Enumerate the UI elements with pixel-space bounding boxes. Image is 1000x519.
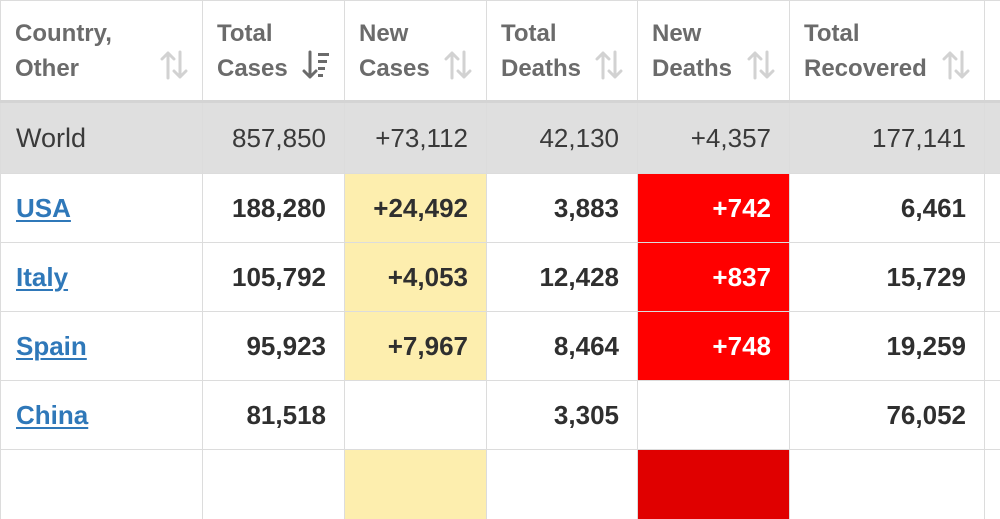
- total-cases-cell: 188,280: [203, 174, 345, 243]
- country-link-italy[interactable]: Italy: [16, 262, 68, 292]
- header-total-recovered-line1: Total: [804, 20, 860, 47]
- world-overflow-cell: [985, 102, 1000, 174]
- partial-cell: [487, 450, 638, 519]
- header-row: Country, Other Total Cases: [1, 1, 1000, 102]
- header-total-deaths[interactable]: Total Deaths: [487, 1, 638, 102]
- world-total-cases: 857,850: [203, 102, 345, 174]
- header-total-cases[interactable]: Total Cases: [203, 1, 345, 102]
- total-deaths-cell: 3,305: [487, 381, 638, 450]
- new-cases-cell: +24,492: [345, 174, 487, 243]
- sort-arrows-icon[interactable]: [595, 50, 623, 80]
- total-cases-cell: 81,518: [203, 381, 345, 450]
- header-country[interactable]: Country, Other: [1, 1, 203, 102]
- sort-arrows-icon[interactable]: [444, 50, 472, 80]
- country-cell: China: [1, 381, 203, 450]
- overflow-cell: [985, 243, 1000, 312]
- total-cases-cell: 105,792: [203, 243, 345, 312]
- partial-cell: [985, 450, 1000, 519]
- total-recovered-cell: 76,052: [790, 381, 985, 450]
- partial-cell: [790, 450, 985, 519]
- total-recovered-cell: 15,729: [790, 243, 985, 312]
- overflow-cell: [985, 312, 1000, 381]
- country-cell: Spain: [1, 312, 203, 381]
- table-row-partial: [1, 450, 1000, 519]
- table-row: Italy 105,792 +4,053 12,428 +837 15,729: [1, 243, 1000, 312]
- header-country-line1: Country,: [15, 20, 112, 47]
- header-total-recovered[interactable]: Total Recovered: [790, 1, 985, 102]
- new-cases-cell: +4,053: [345, 243, 487, 312]
- country-link-spain[interactable]: Spain: [16, 331, 87, 361]
- header-new-deaths-line2: Deaths: [652, 55, 732, 82]
- header-country-line2: Other: [15, 55, 79, 82]
- sort-arrows-icon[interactable]: [160, 50, 188, 80]
- table-row: Spain 95,923 +7,967 8,464 +748 19,259: [1, 312, 1000, 381]
- total-recovered-cell: 6,461: [790, 174, 985, 243]
- country-cell: Italy: [1, 243, 203, 312]
- total-deaths-cell: 3,883: [487, 174, 638, 243]
- header-new-deaths-line1: New: [652, 20, 701, 47]
- new-deaths-cell: +748: [638, 312, 790, 381]
- table-row: USA 188,280 +24,492 3,883 +742 6,461: [1, 174, 1000, 243]
- world-country-cell: World: [1, 102, 203, 174]
- header-total-cases-line1: Total: [217, 20, 273, 47]
- header-total-deaths-line1: Total: [501, 20, 557, 47]
- new-deaths-cell: +742: [638, 174, 790, 243]
- header-new-cases-line2: Cases: [359, 55, 430, 82]
- overflow-cell: [985, 174, 1000, 243]
- partial-cell: [345, 450, 487, 519]
- header-new-deaths[interactable]: New Deaths: [638, 1, 790, 102]
- header-total-recovered-line2: Recovered: [804, 55, 927, 82]
- partial-cell: [1, 450, 203, 519]
- total-deaths-cell: 8,464: [487, 312, 638, 381]
- country-cell: USA: [1, 174, 203, 243]
- header-new-cases[interactable]: New Cases: [345, 1, 487, 102]
- world-total-deaths: 42,130: [487, 102, 638, 174]
- table-row: China 81,518 3,305 76,052: [1, 381, 1000, 450]
- partial-cell: [203, 450, 345, 519]
- new-deaths-cell: +837: [638, 243, 790, 312]
- header-total-deaths-line2: Deaths: [501, 55, 581, 82]
- world-total-recovered: 177,141: [790, 102, 985, 174]
- sort-arrows-icon[interactable]: [942, 50, 970, 80]
- partial-cell: [638, 450, 790, 519]
- new-deaths-cell: [638, 381, 790, 450]
- overflow-cell: [985, 381, 1000, 450]
- world-new-cases: +73,112: [345, 102, 487, 174]
- header-total-cases-line2: Cases: [217, 55, 288, 82]
- world-new-deaths: +4,357: [638, 102, 790, 174]
- sort-arrows-icon[interactable]: [747, 50, 775, 80]
- header-new-cases-line1: New: [359, 20, 408, 47]
- new-cases-cell: +7,967: [345, 312, 487, 381]
- country-link-china[interactable]: China: [16, 400, 88, 430]
- sort-descending-icon[interactable]: [302, 50, 330, 80]
- total-cases-cell: 95,923: [203, 312, 345, 381]
- world-row: World 857,850 +73,112 42,130 +4,357 177,…: [1, 102, 1000, 174]
- total-deaths-cell: 12,428: [487, 243, 638, 312]
- country-link-usa[interactable]: USA: [16, 193, 71, 223]
- header-overflow-column: [985, 1, 1000, 102]
- total-recovered-cell: 19,259: [790, 312, 985, 381]
- new-cases-cell: [345, 381, 487, 450]
